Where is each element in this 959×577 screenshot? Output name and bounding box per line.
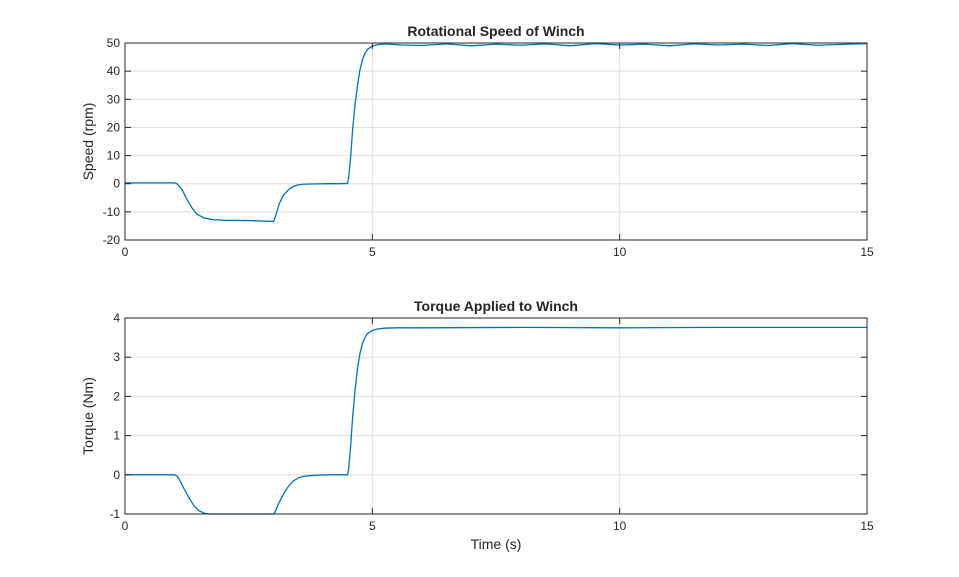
torque-chart-title: Torque Applied to Winch <box>414 298 578 314</box>
torque-y-axis-label: Torque (Nm) <box>80 377 96 455</box>
speed-y-tick-label: 0 <box>113 177 120 191</box>
torque-x-tick-label: 10 <box>613 519 627 533</box>
torque-series-line <box>125 326 867 515</box>
torque-y-tick-label: 2 <box>113 389 120 403</box>
torque-x-tick-label: 0 <box>122 519 129 533</box>
speed-axes-frame <box>124 42 868 241</box>
speed-series-line <box>125 42 868 223</box>
speed-x-tick-label: 10 <box>613 245 627 259</box>
torque-y-tick-label: 1 <box>113 429 120 443</box>
speed-y-axis-label: Speed (rpm) <box>80 103 96 181</box>
speed-y-tick-label: -20 <box>103 233 121 247</box>
torque-y-tick-label: 3 <box>113 350 120 364</box>
speed-y-tick-label: 50 <box>107 36 121 50</box>
torque-x-axis-label: Time (s) <box>471 536 522 552</box>
speed-chart-title: Rotational Speed of Winch <box>407 23 584 39</box>
speed-plot-area <box>125 43 867 240</box>
torque-y-tick-label: 4 <box>113 311 120 325</box>
torque-y-tick-label: 0 <box>113 468 120 482</box>
torque-x-tick-label: 5 <box>369 519 376 533</box>
speed-plot: 0 5 10 15 -20 -10 0 10 20 30 40 50 Rotational Speed … <box>80 23 874 259</box>
speed-x-tick-label: 5 <box>369 245 376 259</box>
torque-y-tick-label: -1 <box>109 507 120 521</box>
torque-x-tick-label: 15 <box>860 519 874 533</box>
speed-y-tick-label: 30 <box>107 92 121 106</box>
speed-x-tick-label: 15 <box>860 245 874 259</box>
speed-y-tick-label: 40 <box>107 64 121 78</box>
speed-x-tick-label: 0 <box>122 245 129 259</box>
speed-y-tick-label: 10 <box>107 149 121 163</box>
speed-y-tick-label: -10 <box>103 205 121 219</box>
torque-plot-area <box>125 318 867 514</box>
speed-y-tick-label: 20 <box>107 120 121 134</box>
torque-axes-frame <box>124 317 868 515</box>
